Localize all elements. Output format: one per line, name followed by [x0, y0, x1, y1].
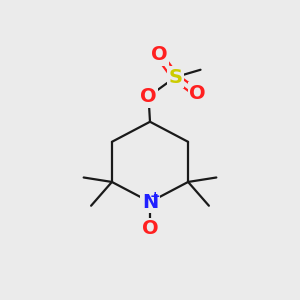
Text: O: O	[189, 84, 206, 103]
Text: S: S	[168, 68, 182, 87]
Text: O: O	[142, 219, 158, 238]
Text: N: N	[142, 193, 158, 211]
Text: O: O	[151, 45, 167, 64]
Text: O: O	[140, 87, 157, 106]
Text: +: +	[150, 190, 161, 203]
